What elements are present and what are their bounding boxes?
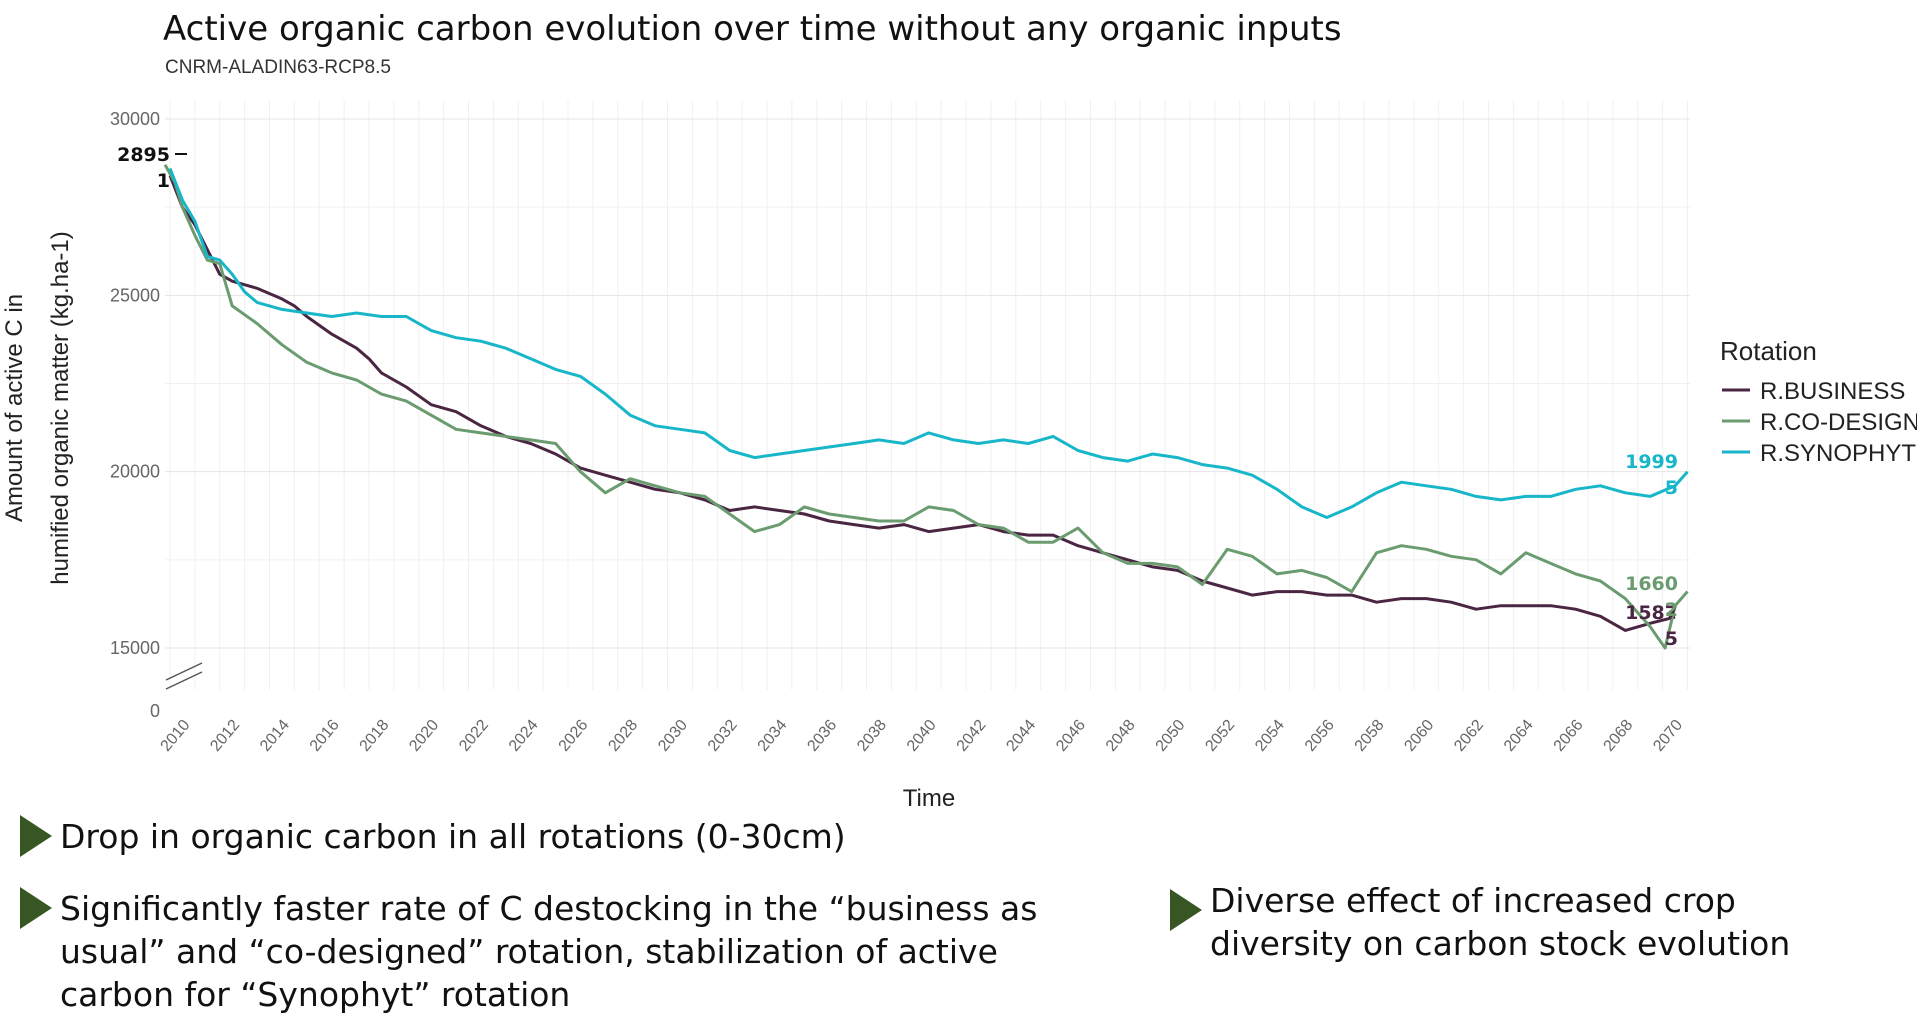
y-tick-label: 20000 xyxy=(110,462,160,482)
y-tick-label: 15000 xyxy=(110,638,160,658)
series-line-r-co-designed xyxy=(163,164,1689,650)
x-tick-label: 2052 xyxy=(1202,717,1238,755)
x-tick-label: 2042 xyxy=(954,717,990,755)
axis-break-mark xyxy=(165,662,203,690)
x-axis: 2010 2012 2014 2016 2018 2020 2022 2024 2026 2028… xyxy=(158,717,1687,755)
start-label: 2895 1 xyxy=(117,144,187,192)
grid xyxy=(165,100,1690,690)
y-tick-label: 25000 xyxy=(110,285,160,305)
y-axis-title: Amount of active C in humified organic m… xyxy=(1,231,74,584)
chart-title: Active organic carbon evolution over tim… xyxy=(163,9,1342,49)
end-value-label: 5 xyxy=(1665,477,1678,499)
legend-label: R.SYNOPHYT xyxy=(1760,440,1916,467)
series-line-r-business xyxy=(168,174,1676,632)
x-tick-label: 2012 xyxy=(207,717,243,755)
x-tick-label: 2054 xyxy=(1252,717,1288,755)
x-tick-label: 2020 xyxy=(406,717,442,755)
series-group xyxy=(163,164,1689,650)
y-axis-title-line2: humified organic matter (kg.ha-1) xyxy=(47,231,74,584)
start-label-line2: 1 xyxy=(157,170,170,192)
x-tick-label: 2040 xyxy=(904,717,940,755)
legend: Rotation R.BUSINESS R.CO-DESIGNED R.SYNOPH… xyxy=(1720,336,1917,467)
legend-label: R.BUSINESS xyxy=(1760,378,1905,405)
x-axis-title: Time xyxy=(903,785,955,812)
y-axis-title-line1: Amount of active C in xyxy=(1,294,28,522)
x-tick-label: 2070 xyxy=(1650,717,1686,755)
x-tick-label: 2066 xyxy=(1551,717,1587,755)
x-tick-label: 2056 xyxy=(1302,717,1338,755)
x-tick-label: 2050 xyxy=(1153,717,1189,755)
x-tick-label: 2068 xyxy=(1600,717,1636,755)
x-tick-label: 2044 xyxy=(1003,717,1039,755)
x-tick-label: 2062 xyxy=(1451,717,1487,755)
y-tick-label: 30000 xyxy=(110,109,160,129)
x-tick-label: 2010 xyxy=(158,717,194,755)
x-tick-label: 2016 xyxy=(307,717,343,755)
end-value-label: 2 xyxy=(1665,599,1678,621)
x-tick-label: 2026 xyxy=(556,717,592,755)
legend-title: Rotation xyxy=(1720,336,1817,366)
x-tick-label: 2046 xyxy=(1053,717,1089,755)
x-tick-label: 2022 xyxy=(456,717,492,755)
x-tick-label: 2048 xyxy=(1103,717,1139,755)
end-value-label: 1999 xyxy=(1625,451,1678,473)
x-tick-label: 2018 xyxy=(357,717,393,755)
x-tick-label: 2028 xyxy=(605,717,641,755)
x-tick-label: 2038 xyxy=(854,717,890,755)
legend-label: R.CO-DESIGNED xyxy=(1760,409,1917,436)
end-labels: 1587 5 1660 2 1999 5 xyxy=(1625,451,1678,650)
chart-subtitle: CNRM-ALADIN63-RCP8.5 xyxy=(165,57,391,78)
end-value-label: 1660 xyxy=(1625,573,1678,595)
x-tick-label: 2064 xyxy=(1501,717,1537,755)
x-tick-label: 2014 xyxy=(257,717,293,755)
end-value-label: 5 xyxy=(1665,628,1678,650)
x-tick-label: 2032 xyxy=(705,717,741,755)
series-line-r-synophyt xyxy=(168,167,1689,519)
end-value-label: 1587 xyxy=(1625,602,1678,624)
x-tick-label: 2058 xyxy=(1352,717,1388,755)
start-label-line1: 2895 xyxy=(117,144,170,166)
x-tick-label: 2036 xyxy=(804,717,840,755)
x-tick-label: 2060 xyxy=(1401,717,1437,755)
x-tick-label: 2034 xyxy=(755,717,791,755)
x-tick-label: 2024 xyxy=(506,717,542,755)
y-tick-label: 0 xyxy=(150,701,160,721)
y-axis: 30000 25000 20000 15000 0 xyxy=(110,109,160,721)
x-tick-label: 2030 xyxy=(655,717,691,755)
